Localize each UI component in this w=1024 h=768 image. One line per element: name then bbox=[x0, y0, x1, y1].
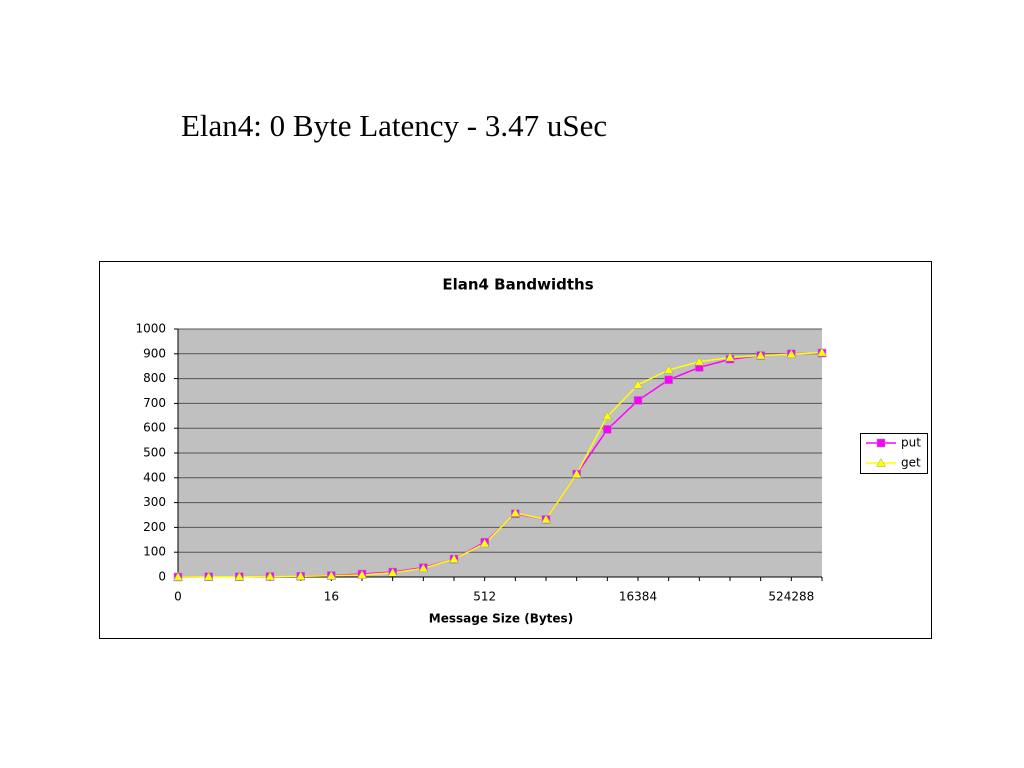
y-tick-label: 900 bbox=[143, 346, 166, 360]
x-tick-label: 16 bbox=[324, 590, 339, 604]
chart-title: Elan4 Bandwidths bbox=[442, 276, 593, 294]
data-point bbox=[510, 508, 521, 517]
legend-label: get bbox=[901, 456, 921, 470]
data-point bbox=[755, 350, 766, 360]
series-line bbox=[177, 351, 823, 578]
y-tick-label: 1000 bbox=[135, 322, 166, 336]
data-point bbox=[817, 347, 827, 357]
x-tick-label: 16384 bbox=[619, 590, 657, 604]
data-point bbox=[633, 396, 643, 405]
data-point bbox=[449, 554, 459, 563]
data-point bbox=[479, 538, 490, 548]
y-tick-label: 400 bbox=[143, 470, 166, 484]
x-tick-label: 524288 bbox=[768, 590, 814, 604]
data-point bbox=[418, 563, 429, 573]
y-tick-label: 0 bbox=[158, 570, 166, 584]
y-tick-label: 500 bbox=[143, 446, 166, 460]
data-point bbox=[602, 411, 613, 421]
data-point bbox=[633, 379, 643, 389]
x-axis-label: Message Size (Bytes) bbox=[429, 612, 573, 626]
x-tick-label: 512 bbox=[473, 590, 496, 604]
y-tick-label: 100 bbox=[143, 545, 166, 559]
y-tick-label: 200 bbox=[143, 520, 166, 534]
data-point bbox=[387, 567, 398, 577]
y-tick-label: 800 bbox=[143, 371, 166, 385]
data-point bbox=[295, 571, 306, 581]
data-point bbox=[234, 571, 245, 581]
data-point bbox=[725, 352, 735, 362]
data-point bbox=[664, 375, 673, 385]
data-point bbox=[571, 469, 582, 478]
slide-title: Elan4: 0 Byte Latency - 3.47 uSec bbox=[181, 108, 608, 143]
legend-label: put bbox=[901, 436, 921, 450]
data-point bbox=[786, 349, 797, 359]
x-tick-label: 0 bbox=[174, 590, 182, 604]
legend-box bbox=[860, 433, 928, 474]
data-point bbox=[357, 570, 367, 579]
data-point bbox=[694, 356, 705, 366]
data-point bbox=[173, 571, 183, 581]
data-point bbox=[265, 571, 275, 581]
data-point bbox=[326, 570, 337, 580]
y-tick-label: 300 bbox=[143, 495, 166, 509]
data-point bbox=[603, 425, 612, 434]
y-tick-label: 600 bbox=[143, 421, 166, 435]
data-point bbox=[541, 514, 551, 524]
data-point bbox=[203, 571, 214, 581]
legend-marker bbox=[876, 438, 886, 448]
y-tick-label: 700 bbox=[143, 396, 166, 410]
legend-marker bbox=[876, 457, 886, 467]
data-point bbox=[663, 364, 674, 374]
